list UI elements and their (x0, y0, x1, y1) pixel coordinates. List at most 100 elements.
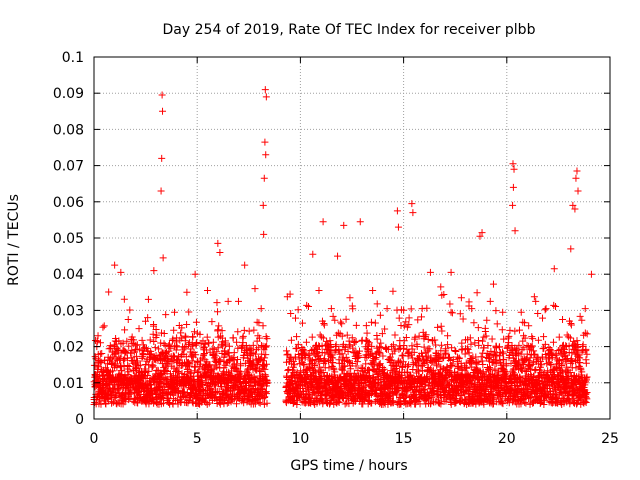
data-point (393, 207, 401, 215)
y-tick-label: 0.05 (53, 231, 84, 247)
y-tick-label: 0.07 (53, 159, 84, 175)
data-point (437, 322, 445, 330)
data-point (109, 367, 117, 375)
data-point (342, 353, 350, 361)
data-point (458, 367, 466, 375)
data-point (202, 346, 210, 354)
data-point (395, 314, 403, 322)
data-point (517, 308, 525, 316)
data-point (498, 399, 506, 407)
data-point (456, 310, 464, 318)
data-point (155, 387, 163, 395)
data-point (113, 364, 121, 372)
data-point (240, 326, 248, 334)
data-point (505, 339, 513, 347)
data-point (395, 345, 403, 353)
data-point (142, 360, 150, 368)
data-point (149, 395, 157, 403)
data-point (183, 388, 191, 396)
data-point (571, 205, 579, 213)
data-point (158, 154, 166, 162)
data-point (492, 307, 500, 315)
data-point (117, 361, 125, 369)
data-point (120, 295, 128, 303)
data-point (160, 399, 168, 407)
data-point (93, 337, 101, 345)
data-point (261, 354, 269, 362)
data-point (459, 315, 467, 323)
data-point (152, 326, 160, 334)
data-point (338, 350, 346, 358)
data-point (225, 342, 233, 350)
data-point (413, 366, 421, 374)
data-point (407, 371, 415, 379)
data-point (465, 302, 473, 310)
data-point (492, 360, 500, 368)
data-point (486, 297, 494, 305)
data-point (251, 285, 259, 293)
data-point (422, 331, 430, 339)
data-point (524, 385, 532, 393)
data-point (565, 396, 573, 404)
data-point (516, 373, 524, 381)
data-point (111, 360, 119, 368)
data-point (96, 339, 104, 347)
data-point (153, 331, 161, 339)
data-point (369, 286, 377, 294)
data-point (478, 357, 486, 365)
data-point (506, 326, 514, 334)
data-point (177, 398, 185, 406)
data-point (432, 349, 440, 357)
data-point (291, 361, 299, 369)
data-point (458, 339, 466, 347)
y-tick-label: 0.01 (53, 376, 84, 392)
data-point (555, 333, 563, 341)
data-point (228, 354, 236, 362)
data-point (463, 364, 471, 372)
data-point (499, 350, 507, 358)
data-point (400, 344, 408, 352)
data-point (213, 348, 221, 356)
data-point (434, 323, 442, 331)
data-point (299, 346, 307, 354)
data-point (420, 343, 428, 351)
data-point (300, 361, 308, 369)
y-tick-labels: 0 0.01 0.02 0.03 0.04 0.05 0.06 0.07 0.08 0.09 0.1 (53, 50, 84, 428)
data-point (353, 358, 361, 366)
data-point (573, 167, 581, 175)
data-point (223, 399, 231, 407)
data-point (362, 322, 370, 330)
data-point (142, 374, 150, 382)
y-tick-label: 0.1 (62, 50, 84, 66)
data-point (348, 334, 356, 342)
data-point (262, 360, 270, 368)
data-point (345, 400, 353, 408)
data-point (191, 270, 199, 278)
data-point (509, 160, 517, 168)
data-point (532, 365, 540, 373)
data-point (249, 341, 257, 349)
data-point (410, 348, 418, 356)
data-point (509, 183, 517, 191)
data-point (398, 352, 406, 360)
data-point (479, 337, 487, 345)
data-point (379, 363, 387, 371)
data-point (502, 368, 510, 376)
data-point (399, 351, 407, 359)
data-point (256, 399, 264, 407)
data-point (505, 399, 513, 407)
data-point (127, 390, 135, 398)
data-point (340, 221, 348, 229)
data-point (578, 368, 586, 376)
data-point (441, 373, 449, 381)
data-point (327, 305, 335, 313)
data-point (476, 232, 484, 240)
data-point (157, 339, 165, 347)
data-point (367, 318, 375, 326)
data-point (251, 350, 259, 358)
data-point (125, 342, 133, 350)
data-point (205, 362, 213, 370)
data-point (451, 347, 459, 355)
data-point (319, 334, 327, 342)
data-point (474, 358, 482, 366)
